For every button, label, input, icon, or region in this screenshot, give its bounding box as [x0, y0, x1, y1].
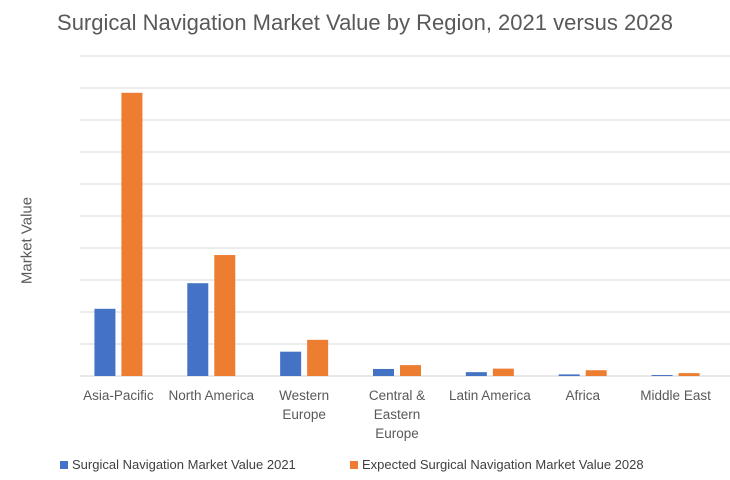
legend-swatch-2021	[60, 460, 68, 469]
legend-swatch-2028	[350, 460, 358, 469]
legend-item-2021: Surgical Navigation Market Value 2021	[60, 457, 296, 472]
bar-2021	[280, 351, 302, 376]
bar-2028	[678, 373, 700, 376]
x-tick-label: Western Europe	[279, 388, 329, 422]
bar-2028	[307, 339, 329, 376]
x-tick-label: North America	[169, 388, 255, 403]
bar-2028	[121, 92, 143, 377]
legend-label-2021: Surgical Navigation Market Value 2021	[72, 457, 296, 472]
legend-item-2028: Expected Surgical Navigation Market Valu…	[350, 457, 644, 472]
bar-2021	[558, 374, 580, 376]
bar-2021	[187, 283, 209, 376]
x-tick-label: Africa	[565, 388, 600, 403]
x-tick-label: Asia-Pacific	[83, 388, 154, 403]
x-tick-label: Latin America	[449, 388, 531, 403]
chart-title: Surgical Navigation Market Value by Regi…	[57, 10, 673, 35]
bar-2021	[465, 372, 487, 376]
bar-2028	[400, 365, 421, 376]
bar-2028	[214, 255, 236, 376]
legend-label-2028: Expected Surgical Navigation Market Valu…	[362, 457, 644, 472]
x-tick-label: Middle East	[640, 388, 711, 403]
bar-2021	[651, 375, 673, 376]
bar-2021	[94, 308, 116, 376]
bar-2028	[492, 368, 514, 376]
bar-2028	[585, 370, 607, 376]
x-tick-label: Central & Eastern Europe	[369, 388, 425, 441]
bar-2021	[373, 368, 394, 376]
